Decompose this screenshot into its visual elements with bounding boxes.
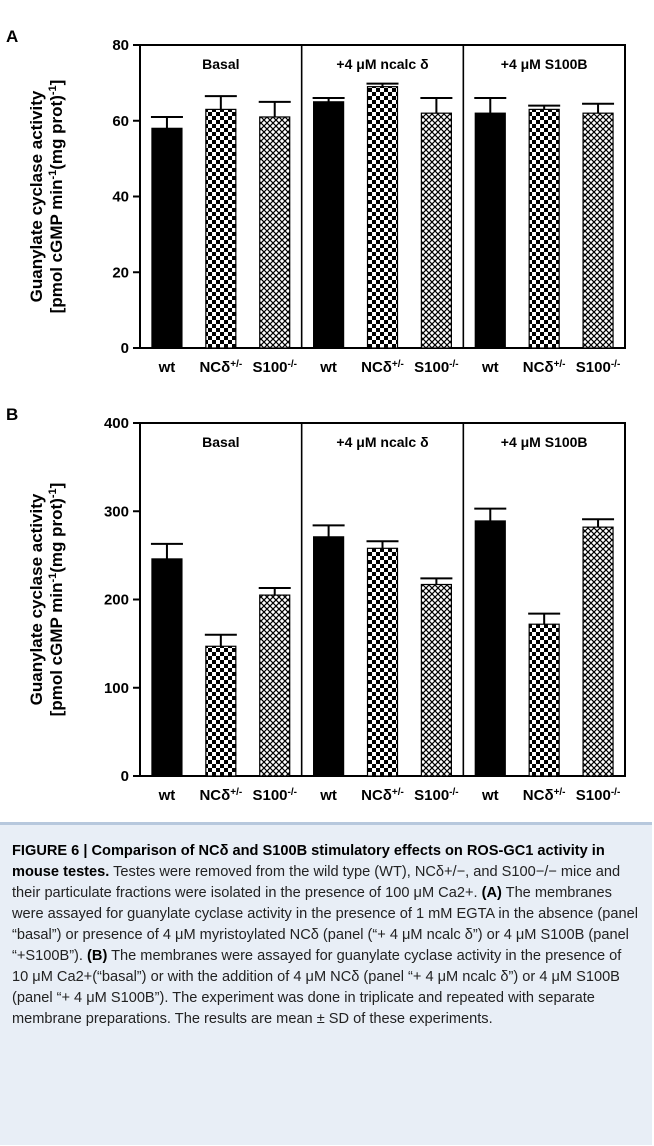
- caption-b-label: (B): [87, 948, 108, 964]
- y-axis-label-units: [pmol cGMP min-1(mg prot)-1]: [47, 80, 66, 314]
- x-tick-label: NCδ+/-: [523, 359, 566, 377]
- x-tick-label: S100-/-: [414, 359, 459, 377]
- bar: [474, 112, 506, 349]
- bar: [582, 526, 614, 777]
- bar: [259, 594, 291, 777]
- y-tick-label: 300: [104, 503, 129, 520]
- y-tick-label: 400: [104, 415, 129, 432]
- bar: [366, 547, 399, 777]
- bar: [582, 112, 614, 349]
- figure-caption-box: FIGURE 6 | Comparison of NCδ and S100B s…: [0, 822, 652, 1145]
- bar: [528, 108, 560, 349]
- y-tick-label: 100: [104, 680, 129, 697]
- group-label: +4 μM S100B: [501, 56, 588, 72]
- x-tick-label: S100-/-: [414, 787, 459, 805]
- y-tick-label: 200: [104, 592, 129, 609]
- x-tick-label: S100-/-: [252, 359, 297, 377]
- y-tick-label: 80: [112, 37, 129, 54]
- y-tick-label: 0: [121, 340, 129, 357]
- y-axis-label-units: [pmol cGMP min-1(mg prot)-1]: [47, 483, 66, 717]
- chart-panel-a: A Guanylate cyclase activity [pmol cGMP mi…: [6, 27, 626, 377]
- bar: [420, 112, 452, 349]
- bar: [313, 101, 345, 349]
- chart-panel-b: B Guanylate cyclase activity [pmol cGMP mi…: [6, 405, 626, 805]
- bar: [528, 623, 560, 777]
- panel-letter: A: [6, 27, 18, 46]
- y-tick-label: 60: [112, 113, 129, 130]
- y-tick-label: 20: [112, 264, 129, 281]
- group-label: +4 μM ncalc δ: [336, 56, 428, 72]
- x-tick-label: S100-/-: [576, 359, 621, 377]
- x-tick-label: S100-/-: [252, 787, 297, 805]
- caption-text: Testes were removed from the wild type (…: [12, 864, 621, 901]
- x-tick-label: NCδ+/-: [199, 787, 242, 805]
- bar: [259, 116, 291, 349]
- x-tick-label: wt: [481, 787, 499, 804]
- x-tick-label: NCδ+/-: [361, 359, 404, 377]
- group-label: Basal: [202, 434, 239, 450]
- x-tick-label: wt: [158, 359, 176, 376]
- y-axis-label: Guanylate cyclase activity: [27, 493, 46, 705]
- y-tick-label: 0: [121, 768, 129, 785]
- x-tick-label: NCδ+/-: [523, 787, 566, 805]
- bar: [151, 127, 183, 349]
- bar: [205, 645, 237, 777]
- bar: [420, 583, 452, 777]
- group-label: +4 μM S100B: [501, 434, 588, 450]
- y-axis-label: Guanylate cyclase activity: [27, 90, 46, 302]
- group-label: +4 μM ncalc δ: [336, 434, 428, 450]
- x-tick-label: wt: [158, 787, 176, 804]
- bar: [474, 520, 506, 777]
- x-tick-label: NCδ+/-: [361, 787, 404, 805]
- y-tick-label: 40: [112, 189, 129, 206]
- panel-letter: B: [6, 405, 18, 424]
- caption-label: FIGURE 6 | Comparison of NCδ and S100B s…: [12, 843, 605, 880]
- caption-a-text: The membranes were assayed for guanylate…: [12, 885, 638, 964]
- x-tick-label: S100-/-: [576, 787, 621, 805]
- x-tick-label: wt: [481, 359, 499, 376]
- group-label: Basal: [202, 56, 239, 72]
- x-tick-label: wt: [319, 359, 337, 376]
- bar: [313, 536, 345, 777]
- caption-a-label: (A): [481, 885, 502, 901]
- bar: [366, 86, 399, 349]
- x-tick-label: wt: [319, 787, 337, 804]
- caption-b-text: The membranes were assayed for guanylate…: [12, 948, 622, 1027]
- x-tick-label: NCδ+/-: [199, 359, 242, 377]
- bar: [151, 558, 183, 777]
- bar: [205, 108, 237, 349]
- figure-caption: FIGURE 6 | Comparison of NCδ and S100B s…: [12, 841, 640, 1030]
